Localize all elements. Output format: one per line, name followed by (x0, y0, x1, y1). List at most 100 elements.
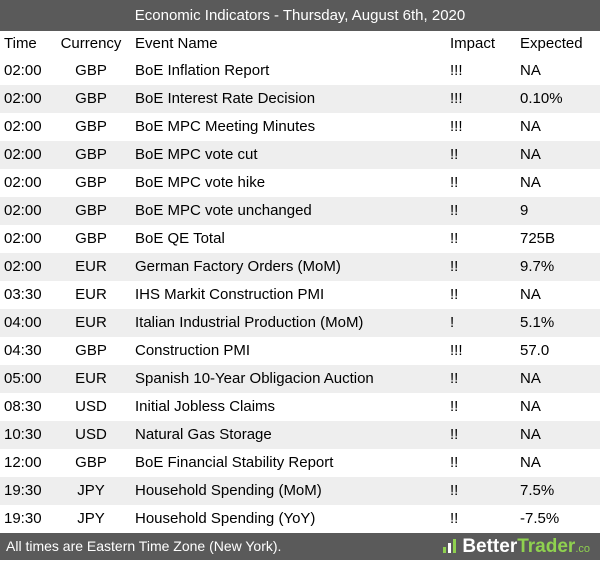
brand-part1: Better (462, 536, 518, 557)
cell-time: 02:00 (4, 174, 42, 191)
table-row: 02:00 GBP BoE QE Total!! 725B (0, 225, 600, 253)
page-title: Economic Indicators - Thursday, August 6… (0, 0, 600, 31)
cell-impact: !! (450, 426, 459, 443)
cell-time: 04:00 (4, 314, 42, 331)
cell-event: Spanish 10-Year Obligacion Auction (135, 370, 374, 387)
table-row: 04:00 EUR Italian Industrial Production (M… (0, 309, 600, 337)
cell-currency: GBP (75, 202, 107, 219)
cell-currency: GBP (75, 118, 107, 135)
cell-event: BoE Inflation Report (135, 62, 270, 79)
cell-time: 02:00 (4, 90, 42, 107)
cell-event: BoE QE Total (135, 230, 225, 247)
cell-event: BoE MPC vote hike (135, 174, 266, 191)
cell-currency: GBP (75, 342, 107, 359)
cell-currency: JPY (77, 510, 105, 527)
cell-time: 05:00 (4, 370, 42, 387)
cell-expected: 0.10% (520, 90, 563, 107)
cell-currency: USD (75, 426, 107, 443)
cell-event: BoE MPC vote cut (135, 146, 258, 163)
cell-impact: !!! (450, 118, 463, 135)
cell-currency: GBP (75, 90, 107, 107)
cell-currency: GBP (75, 454, 107, 471)
cell-event: Construction PMI (135, 342, 251, 359)
cell-event: BoE MPC vote unchanged (135, 202, 312, 219)
cell-expected: NA (520, 174, 541, 191)
cell-event: Italian Industrial Production (MoM) (135, 314, 364, 331)
table-row: 10:30 USD Natural Gas Storage!! NA (0, 421, 600, 449)
header-currency: Currency (60, 35, 122, 52)
table-row: 02:00 GBP BoE MPC vote hike!! NA (0, 169, 600, 197)
cell-impact: !! (450, 202, 459, 219)
cell-impact: !! (450, 286, 459, 303)
cell-event: IHS Markit Construction PMI (135, 286, 325, 303)
cell-currency: JPY (77, 482, 105, 499)
cell-expected: NA (520, 62, 541, 79)
table-body: 02:00 GBP BoE Inflation Report!!! NA 02:00 GB… (0, 57, 600, 533)
cell-expected: NA (520, 118, 541, 135)
cell-currency: EUR (75, 314, 107, 331)
cell-expected: 5.1% (520, 314, 555, 331)
cell-expected: NA (520, 454, 541, 471)
cell-impact: !! (450, 146, 459, 163)
cell-expected: 7.5% (520, 482, 555, 499)
bar-chart-icon (443, 539, 457, 553)
cell-expected: NA (520, 146, 541, 163)
cell-impact: !! (450, 258, 459, 275)
brand-suffix: .co (575, 543, 590, 555)
cell-impact: !! (450, 454, 459, 471)
table-row: 02:00 GBP BoE MPC Meeting Minutes!!! NA (0, 113, 600, 141)
cell-impact: !!! (450, 90, 463, 107)
cell-time: 08:30 (4, 398, 42, 415)
cell-event: Natural Gas Storage (135, 426, 272, 443)
cell-expected: 57.0 (520, 342, 550, 359)
cell-time: 02:00 (4, 258, 42, 275)
table-header: Time Currency Event Name Impact Expected (0, 31, 600, 57)
cell-expected: NA (520, 398, 541, 415)
cell-currency: EUR (75, 286, 107, 303)
cell-currency: GBP (75, 230, 107, 247)
cell-currency: GBP (75, 174, 107, 191)
brand-part2: Trader (517, 536, 576, 557)
cell-impact: !! (450, 398, 459, 415)
header-time: Time (4, 35, 37, 52)
table-row: 02:00 GBP BoE Interest Rate Decision!!! 0.1… (0, 85, 600, 113)
cell-impact: !!! (450, 62, 463, 79)
cell-time: 02:00 (4, 230, 42, 247)
cell-time: 02:00 (4, 146, 42, 163)
cell-expected: 9.7% (520, 258, 555, 275)
brand-logo: BetterTrader.co (443, 533, 590, 560)
table-row: 19:30 JPY Household Spending (MoM)!! 7.5% (0, 477, 600, 505)
cell-time: 02:00 (4, 202, 42, 219)
cell-impact: ! (450, 314, 455, 331)
cell-impact: !! (450, 482, 459, 499)
table-row: 02:00 GBP BoE Inflation Report!!! NA (0, 57, 600, 85)
cell-time: 03:30 (4, 286, 42, 303)
cell-expected: 725B (520, 230, 556, 247)
cell-time: 04:30 (4, 342, 42, 359)
cell-event: German Factory Orders (MoM) (135, 258, 341, 275)
cell-time: 19:30 (4, 510, 42, 527)
cell-impact: !! (450, 510, 459, 527)
table-row: 08:30 USD Initial Jobless Claims!! NA (0, 393, 600, 421)
header-impact: Impact (450, 35, 496, 52)
cell-currency: GBP (75, 146, 107, 163)
cell-impact: !!! (450, 342, 463, 359)
cell-expected: NA (520, 370, 541, 387)
cell-event: Household Spending (MoM) (135, 482, 322, 499)
cell-currency: EUR (75, 370, 107, 387)
cell-impact: !! (450, 370, 459, 387)
cell-time: 10:30 (4, 426, 42, 443)
table-row: 12:00 GBP BoE Financial Stability Report!!… (0, 449, 600, 477)
cell-event: BoE MPC Meeting Minutes (135, 118, 316, 135)
cell-expected: 9 (520, 202, 529, 219)
table-row: 19:30 JPY Household Spending (YoY)!! -7.5% (0, 505, 600, 533)
cell-expected: NA (520, 426, 541, 443)
table-row: 02:00 GBP BoE MPC vote cut!! NA (0, 141, 600, 169)
cell-time: 12:00 (4, 454, 42, 471)
header-expected: Expected (520, 35, 583, 52)
cell-expected: NA (520, 286, 541, 303)
table-row: 05:00 EUR Spanish 10-Year Obligacion Aucti… (0, 365, 600, 393)
cell-event: Household Spending (YoY) (135, 510, 316, 527)
cell-expected: -7.5% (520, 510, 560, 527)
cell-time: 19:30 (4, 482, 42, 499)
